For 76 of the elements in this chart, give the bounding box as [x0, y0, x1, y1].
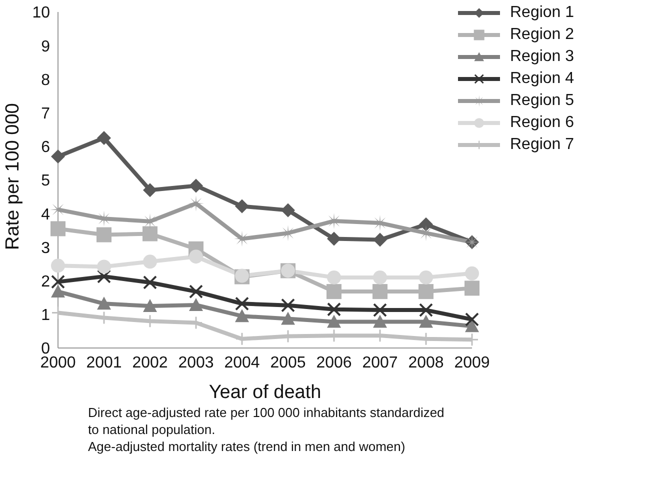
point	[327, 314, 341, 328]
point	[281, 298, 295, 312]
x-axis-title: Year of death	[208, 382, 322, 403]
point	[189, 250, 203, 264]
point	[235, 296, 249, 311]
text: Age-adjusted mortality rates (trend in men and women)	[88, 438, 406, 455]
point	[51, 284, 65, 298]
x-tick-label: 2004	[224, 354, 260, 372]
point	[373, 303, 387, 318]
point	[373, 314, 387, 328]
point	[419, 217, 433, 232]
point	[327, 302, 341, 316]
x-tick-label: 2009	[454, 354, 490, 372]
point	[281, 312, 295, 325]
x-tick-label: 2003	[178, 354, 214, 372]
legend-label: Region 3	[510, 48, 574, 66]
y-tick-label: 3	[41, 240, 50, 257]
point	[419, 270, 433, 284]
point	[235, 309, 249, 322]
point	[418, 284, 434, 300]
point	[326, 284, 342, 300]
point	[373, 270, 387, 284]
point	[51, 149, 65, 164]
text: Direct age-adjusted rate per 100 000 inhabitants standardized to national population.	[88, 404, 446, 438]
y-tick-label: 4	[41, 206, 50, 224]
point	[419, 303, 433, 318]
y-tick-label: 10	[32, 4, 50, 22]
point	[143, 299, 157, 312]
point	[97, 131, 111, 145]
point	[51, 258, 65, 273]
point	[419, 314, 433, 328]
y-tick-label: 2	[41, 273, 50, 290]
point	[465, 312, 479, 326]
point	[143, 254, 157, 269]
y-tick-label: 5	[41, 172, 50, 190]
legend-label: Region 5	[510, 92, 574, 110]
y-tick-label: 1	[41, 307, 50, 324]
point	[465, 319, 479, 332]
x-tick-label: 2001	[86, 354, 122, 372]
point	[189, 284, 203, 299]
x-tick-label: 2000	[40, 354, 76, 372]
legend-label: Region 2	[510, 26, 574, 44]
point	[189, 178, 203, 193]
point	[189, 298, 203, 311]
point	[97, 296, 111, 310]
point	[142, 226, 158, 242]
x-tick-label: 2006	[316, 354, 352, 372]
legend-label: Region 7	[510, 136, 574, 154]
point	[97, 260, 111, 274]
point	[235, 199, 249, 214]
point	[465, 266, 479, 280]
y-tick-label: 6	[41, 139, 50, 156]
point	[464, 280, 480, 296]
x-tick-label: 2008	[408, 354, 444, 372]
point	[51, 274, 65, 289]
x-tick-label: 2005	[270, 354, 306, 372]
point	[143, 183, 157, 198]
point	[327, 232, 341, 246]
legend-label: Region 4	[510, 70, 574, 88]
legend-label: Region 1	[510, 4, 574, 22]
point	[373, 232, 387, 247]
y-tick-label: 9	[41, 38, 50, 56]
point	[96, 227, 112, 242]
y-axis-title: Rate per 100 000	[2, 103, 24, 250]
point	[143, 275, 157, 290]
point	[97, 269, 111, 284]
y-tick-label: 7	[41, 105, 50, 122]
x-tick-label: 2002	[132, 354, 168, 372]
point	[327, 270, 341, 284]
point	[372, 284, 388, 300]
point	[50, 221, 66, 236]
legend-label: Region 6	[510, 114, 574, 132]
x-tick-label: 2007	[362, 354, 398, 372]
point	[281, 203, 295, 218]
point	[188, 196, 204, 212]
y-tick-label: 8	[41, 72, 50, 89]
